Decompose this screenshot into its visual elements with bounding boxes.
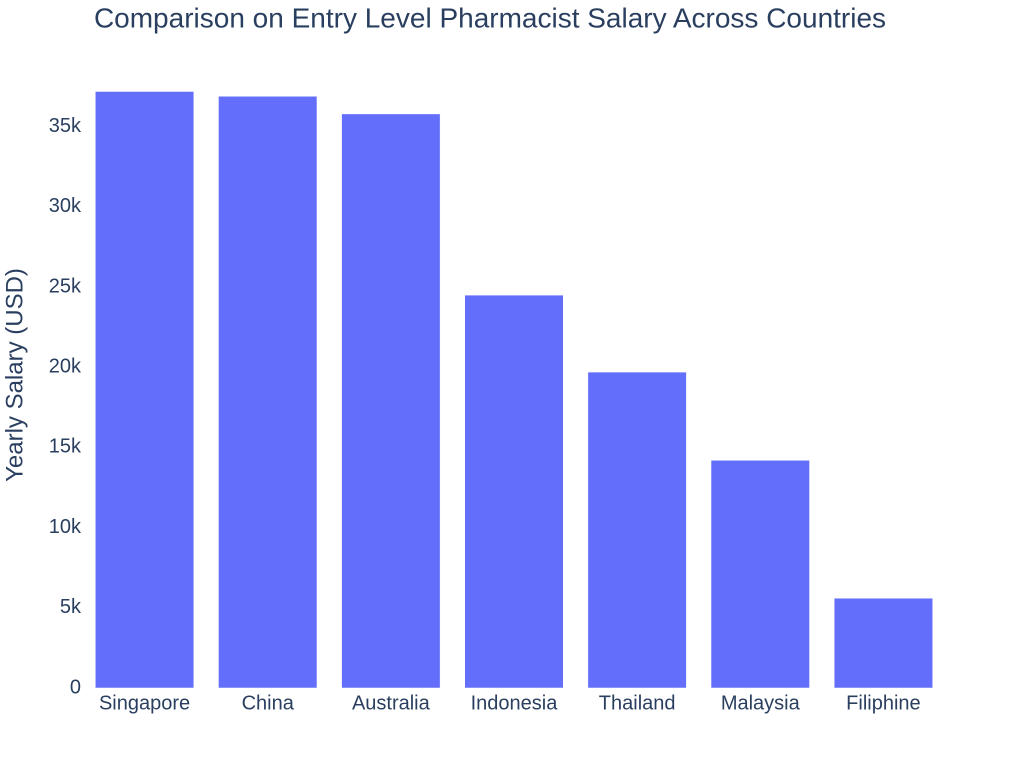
- y-tick-label: 30k: [49, 195, 82, 217]
- y-tick-label: 25k: [49, 275, 82, 297]
- x-tick-label: Malaysia: [721, 692, 801, 714]
- y-tick-label: 15k: [49, 436, 82, 458]
- bar: [464, 294, 564, 689]
- y-tick-label: 35k: [49, 115, 82, 137]
- x-tick-label: China: [242, 692, 295, 714]
- y-tick-label: 5k: [60, 596, 82, 618]
- y-axis-label: Yearly Salary (USD): [1, 268, 28, 482]
- x-tick-label: Australia: [352, 692, 431, 714]
- y-tick-label: 20k: [49, 356, 82, 378]
- y-tick-label: 10k: [49, 516, 82, 538]
- bar: [341, 113, 441, 689]
- bar: [95, 91, 195, 689]
- x-tick-label: Singapore: [99, 692, 190, 714]
- bar: [218, 96, 318, 689]
- bar: [833, 597, 933, 689]
- bar: [710, 460, 810, 689]
- x-tick-label: Indonesia: [471, 692, 559, 714]
- chart-title: Comparison on Entry Level Pharmacist Sal…: [94, 2, 886, 33]
- x-tick-label: Thailand: [599, 692, 676, 714]
- y-tick-label: 0: [70, 676, 81, 698]
- bar: [587, 371, 687, 689]
- x-tick-label: Filiphine: [846, 692, 920, 714]
